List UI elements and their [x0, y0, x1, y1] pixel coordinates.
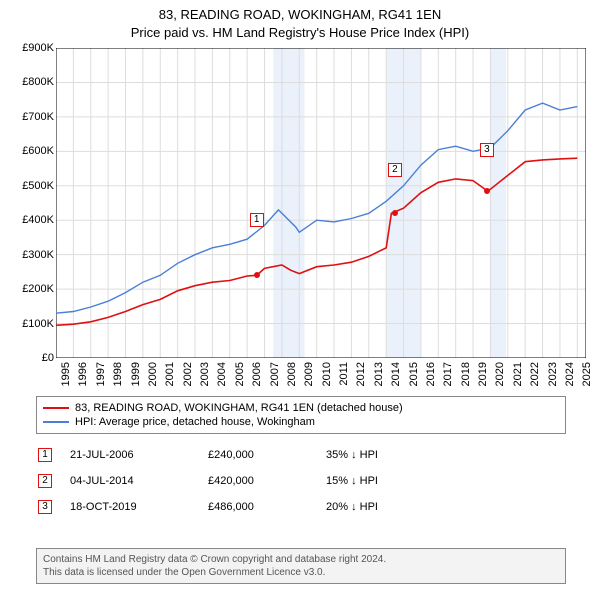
x-tick-label: 1996 — [77, 362, 89, 386]
events-table: 1 21-JUL-2006 £240,000 35% ↓ HPI 2 04-JU… — [36, 442, 566, 520]
x-tick-label: 2021 — [512, 362, 524, 386]
event-row: 3 18-OCT-2019 £486,000 20% ↓ HPI — [36, 494, 566, 520]
x-tick-label: 2022 — [529, 362, 541, 386]
x-tick-label: 1995 — [60, 362, 72, 386]
x-tick-label: 2009 — [303, 362, 315, 386]
title-block: 83, READING ROAD, WOKINGHAM, RG41 1EN Pr… — [0, 0, 600, 41]
event-date: 21-JUL-2006 — [70, 449, 190, 461]
legend: 83, READING ROAD, WOKINGHAM, RG41 1EN (d… — [36, 396, 566, 434]
chart-svg — [56, 48, 586, 358]
x-tick-label: 2003 — [199, 362, 211, 386]
y-tick-label: £900K — [22, 42, 54, 54]
x-tick-label: 2004 — [216, 362, 228, 386]
x-tick-label: 2015 — [408, 362, 420, 386]
y-tick-label: £800K — [22, 76, 54, 88]
x-tick-label: 2011 — [338, 362, 350, 386]
footer-line-1: Contains HM Land Registry data © Crown c… — [43, 553, 559, 566]
chart-area — [56, 48, 586, 358]
y-tick-label: £200K — [22, 283, 54, 295]
x-tick-label: 2006 — [251, 362, 263, 386]
y-tick-label: £0 — [42, 352, 54, 364]
x-tick-label: 2020 — [494, 362, 506, 386]
event-row: 1 21-JUL-2006 £240,000 35% ↓ HPI — [36, 442, 566, 468]
legend-swatch-hpi — [43, 421, 69, 423]
event-row: 2 04-JUL-2014 £420,000 15% ↓ HPI — [36, 468, 566, 494]
x-tick-label: 2007 — [269, 362, 281, 386]
x-tick-label: 1997 — [95, 362, 107, 386]
title-subtitle: Price paid vs. HM Land Registry's House … — [0, 24, 600, 42]
x-tick-label: 2019 — [477, 362, 489, 386]
event-marker-2: 2 — [38, 474, 52, 488]
event-marker-1: 1 — [38, 448, 52, 462]
legend-label-hpi: HPI: Average price, detached house, Woki… — [75, 416, 315, 428]
event-hpi: 35% ↓ HPI — [326, 449, 566, 461]
y-tick-label: £400K — [22, 214, 54, 226]
data-point — [392, 210, 398, 216]
chart-container: 83, READING ROAD, WOKINGHAM, RG41 1EN Pr… — [0, 0, 600, 590]
chart-marker-2: 2 — [388, 163, 402, 177]
y-tick-label: £100K — [22, 318, 54, 330]
legend-swatch-property — [43, 407, 69, 409]
x-tick-label: 2018 — [460, 362, 472, 386]
chart-marker-1: 1 — [250, 213, 264, 227]
x-tick-label: 2013 — [373, 362, 385, 386]
event-price: £240,000 — [208, 449, 308, 461]
chart-marker-3: 3 — [480, 143, 494, 157]
event-price: £420,000 — [208, 475, 308, 487]
title-address: 83, READING ROAD, WOKINGHAM, RG41 1EN — [0, 6, 600, 24]
x-tick-label: 2005 — [234, 362, 246, 386]
x-tick-label: 2014 — [390, 362, 402, 386]
event-marker-3: 3 — [38, 500, 52, 514]
x-tick-label: 2008 — [286, 362, 298, 386]
x-tick-label: 2023 — [547, 362, 559, 386]
event-hpi: 20% ↓ HPI — [326, 501, 566, 513]
data-point — [484, 188, 490, 194]
legend-row: HPI: Average price, detached house, Woki… — [43, 415, 559, 429]
y-tick-label: £500K — [22, 180, 54, 192]
legend-row: 83, READING ROAD, WOKINGHAM, RG41 1EN (d… — [43, 401, 559, 415]
legend-label-property: 83, READING ROAD, WOKINGHAM, RG41 1EN (d… — [75, 402, 403, 414]
x-tick-label: 2016 — [425, 362, 437, 386]
event-date: 04-JUL-2014 — [70, 475, 190, 487]
y-tick-label: £600K — [22, 145, 54, 157]
x-tick-label: 2002 — [182, 362, 194, 386]
footer-attribution: Contains HM Land Registry data © Crown c… — [36, 548, 566, 584]
footer-line-2: This data is licensed under the Open Gov… — [43, 566, 559, 579]
x-tick-label: 2012 — [355, 362, 367, 386]
x-tick-label: 1998 — [112, 362, 124, 386]
event-price: £486,000 — [208, 501, 308, 513]
y-tick-label: £300K — [22, 249, 54, 261]
x-tick-label: 2024 — [564, 362, 576, 386]
x-tick-label: 2025 — [581, 362, 593, 386]
event-date: 18-OCT-2019 — [70, 501, 190, 513]
data-point — [254, 272, 260, 278]
x-tick-label: 1999 — [130, 362, 142, 386]
event-hpi: 15% ↓ HPI — [326, 475, 566, 487]
x-tick-label: 2010 — [321, 362, 333, 386]
x-tick-label: 2017 — [442, 362, 454, 386]
x-tick-label: 2001 — [164, 362, 176, 386]
y-tick-label: £700K — [22, 111, 54, 123]
x-tick-label: 2000 — [147, 362, 159, 386]
